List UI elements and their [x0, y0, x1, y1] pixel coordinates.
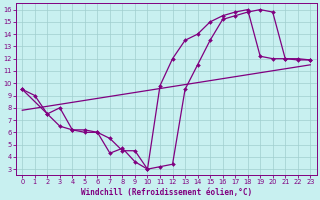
X-axis label: Windchill (Refroidissement éolien,°C): Windchill (Refroidissement éolien,°C) — [81, 188, 252, 197]
